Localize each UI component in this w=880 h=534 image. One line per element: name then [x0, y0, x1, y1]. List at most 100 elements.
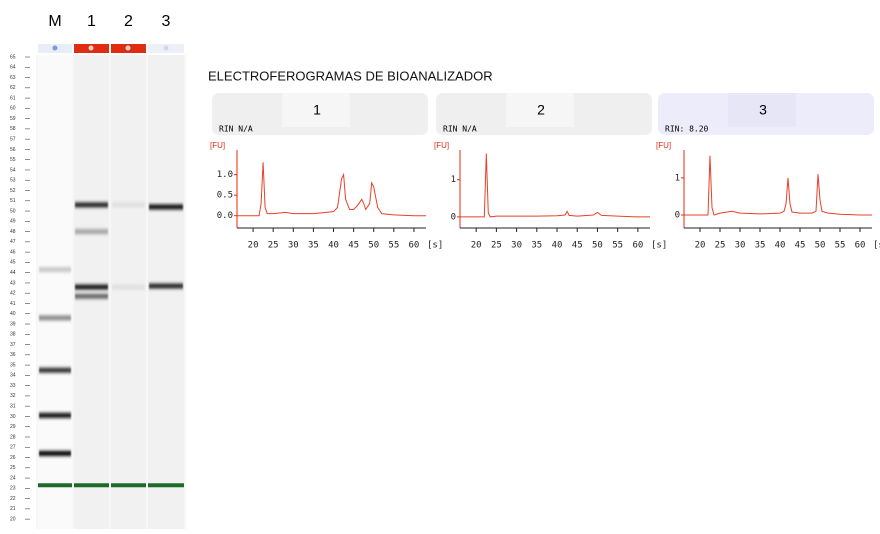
panel-title: 2 [537, 102, 545, 118]
x-tick-label: 55 [612, 241, 623, 251]
lane-label: 2 [124, 13, 133, 30]
band [112, 202, 145, 207]
x-label: [s] [651, 241, 667, 251]
ladder-label: 61 [10, 95, 16, 101]
ladder-label: 28 [10, 434, 16, 440]
ladder-label: 43 [10, 280, 16, 286]
x-tick-label: 20 [695, 241, 706, 251]
x-tick-label: 50 [815, 241, 826, 251]
ladder-label: 48 [10, 229, 16, 235]
x-tick-label: 45 [795, 241, 806, 251]
lane-dot [89, 46, 94, 51]
trace [237, 162, 426, 215]
x-tick-label: 50 [592, 241, 603, 251]
marker-band [111, 483, 146, 487]
ladder-label: 23 [10, 486, 16, 492]
ladder-label: 38 [10, 332, 16, 338]
band [75, 229, 108, 234]
band [149, 204, 183, 209]
ladder-label: 29 [10, 424, 16, 430]
y-label: [FU] [210, 141, 225, 150]
page: M123656463626160595857565554535251504948… [0, 0, 880, 529]
panel-title: 3 [759, 102, 767, 118]
ladder-label: 58 [10, 126, 16, 132]
ladder-label: 33 [10, 383, 16, 389]
ladder-label: 26 [10, 455, 16, 461]
lane [38, 55, 72, 529]
lane-dot [126, 46, 131, 51]
ladder-label: 32 [10, 393, 16, 399]
y-tick-label: 0 [675, 211, 680, 221]
y-label: [FU] [434, 141, 449, 150]
lane-label: 1 [87, 13, 96, 30]
ladder-label: 59 [10, 116, 16, 122]
x-tick-label: 40 [775, 241, 786, 251]
y-tick-label: 1 [451, 175, 456, 185]
x-tick-label: 45 [348, 241, 359, 251]
band [39, 267, 71, 272]
ladder-label: 41 [10, 301, 16, 307]
band [149, 284, 183, 289]
x-tick-label: 25 [268, 241, 279, 251]
band [39, 315, 71, 320]
lane-label: 3 [162, 13, 171, 30]
ladder-label: 40 [10, 311, 16, 317]
band [112, 285, 145, 290]
lane-label: M [48, 13, 61, 30]
ladder-label: 36 [10, 352, 16, 358]
x-tick-label: 55 [835, 241, 846, 251]
ladder-label: 51 [10, 198, 16, 204]
ladder-label: 25 [10, 465, 16, 471]
ladder-label: 27 [10, 445, 16, 451]
y-tick-label: 1.0 [217, 170, 233, 180]
band [39, 368, 71, 373]
x-tick-label: 35 [755, 241, 766, 251]
x-label: [s] [427, 241, 443, 251]
lane-dot [53, 46, 58, 51]
ladder-label: 57 [10, 136, 16, 142]
x-tick-label: 20 [248, 241, 259, 251]
x-tick-label: 60 [409, 241, 420, 251]
band [75, 285, 108, 290]
ladder-label: 46 [10, 249, 16, 255]
x-tick-label: 35 [531, 241, 542, 251]
x-tick-label: 20 [471, 241, 482, 251]
x-tick-label: 40 [552, 241, 563, 251]
ladder-label: 64 [10, 65, 16, 71]
lane [111, 55, 146, 529]
ladder-label: 65 [10, 54, 16, 60]
trace [684, 156, 872, 215]
x-tick-label: 60 [855, 241, 866, 251]
heading: ELECTROFEROGRAMAS DE BIOANALIZADOR [208, 68, 493, 83]
ladder-label: 35 [10, 362, 16, 368]
y-tick-label: 1 [675, 173, 680, 183]
ladder-label: 22 [10, 496, 16, 502]
ladder-label: 50 [10, 208, 16, 214]
x-tick-label: 25 [715, 241, 726, 251]
ladder-label: 34 [10, 373, 16, 379]
ladder-label: 42 [10, 291, 16, 297]
panel-title: 1 [313, 102, 321, 118]
band [39, 451, 71, 456]
ladder-label: 24 [10, 475, 16, 481]
ladder-label: 54 [10, 167, 16, 173]
ladder-label: 44 [10, 270, 16, 276]
ladder-label: 45 [10, 260, 16, 266]
ladder-label: 31 [10, 404, 16, 410]
ladder-label: 39 [10, 321, 16, 327]
ladder-label: 30 [10, 414, 16, 420]
rin: RIN: 8.20 [665, 125, 709, 134]
ladder-label: 37 [10, 342, 16, 348]
x-tick-label: 55 [388, 241, 399, 251]
x-tick-label: 30 [511, 241, 522, 251]
x-label: [s] [873, 241, 880, 251]
ladder-label: 49 [10, 219, 16, 225]
y-tick-label: 0.5 [217, 191, 233, 201]
marker-band [38, 483, 72, 487]
trace [460, 154, 650, 217]
y-tick-label: 0.0 [217, 211, 233, 221]
ladder-label: 60 [10, 106, 16, 112]
y-label: [FU] [656, 141, 671, 150]
